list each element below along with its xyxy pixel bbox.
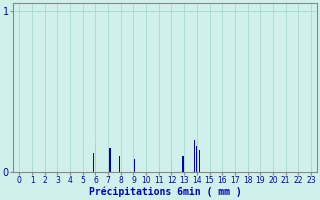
Bar xyxy=(93,153,94,172)
Bar xyxy=(199,150,200,172)
Bar xyxy=(119,156,120,172)
Bar xyxy=(196,146,197,172)
Bar xyxy=(182,156,184,172)
Bar xyxy=(95,143,96,172)
Bar xyxy=(109,148,111,172)
X-axis label: Précipitations 6min ( mm ): Précipitations 6min ( mm ) xyxy=(89,187,242,197)
Bar xyxy=(194,140,195,172)
Bar xyxy=(134,159,135,172)
Bar xyxy=(171,159,172,172)
